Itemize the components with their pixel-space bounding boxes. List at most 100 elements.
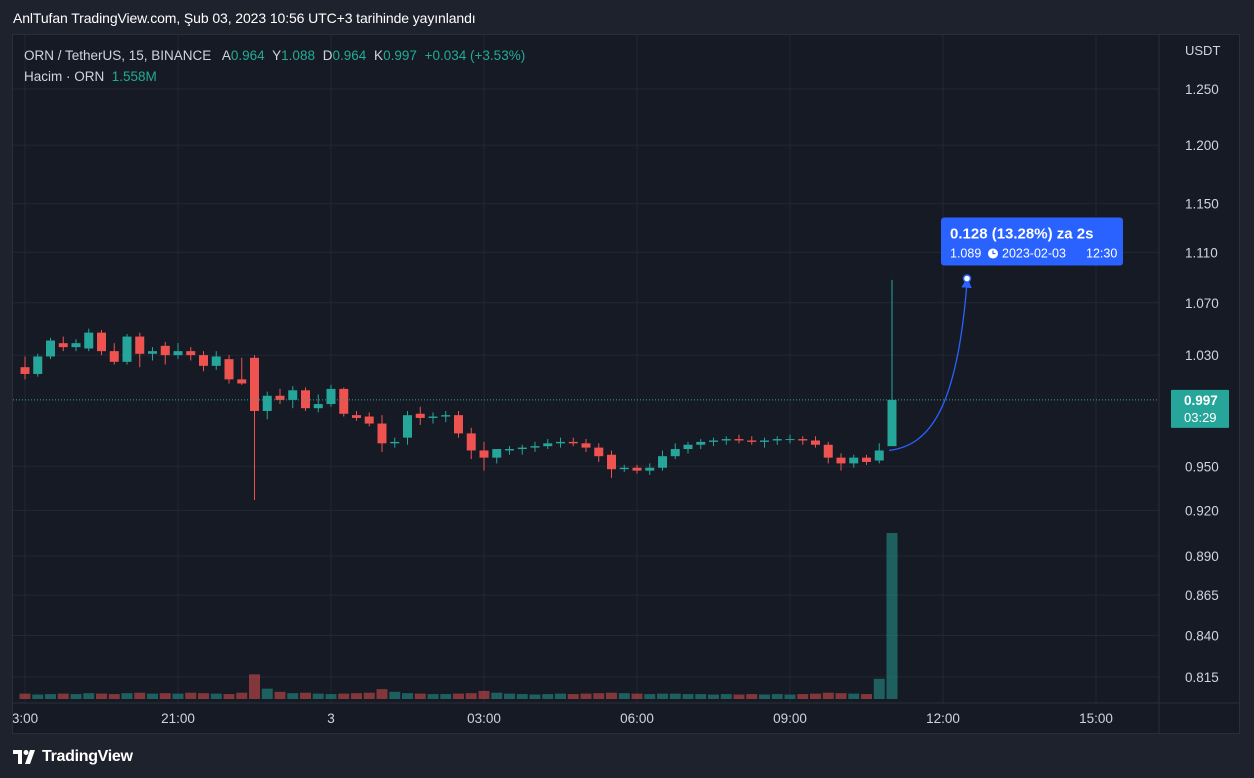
candle[interactable] bbox=[670, 443, 680, 460]
candle[interactable] bbox=[441, 410, 451, 423]
candle[interactable] bbox=[619, 464, 629, 473]
candle[interactable] bbox=[109, 343, 119, 365]
candle[interactable] bbox=[543, 439, 553, 450]
volume-bar bbox=[223, 694, 235, 699]
legend-symbol[interactable]: ORN / TetherUS, 15, BINANCE bbox=[24, 48, 212, 63]
candle[interactable] bbox=[517, 444, 527, 455]
candle[interactable] bbox=[326, 384, 336, 407]
candle[interactable] bbox=[415, 406, 425, 425]
candle[interactable] bbox=[721, 436, 731, 445]
tradingview-logo[interactable]: TradingView bbox=[13, 746, 133, 768]
measure-label-box[interactable]: 0.128 (13.28%) za 2s 1.089 2023-02-03 12:30 bbox=[941, 217, 1123, 266]
volume-bar bbox=[287, 693, 299, 699]
candle[interactable] bbox=[556, 437, 565, 448]
candle[interactable] bbox=[403, 410, 412, 445]
projection-arrow[interactable] bbox=[888, 277, 972, 452]
candle[interactable] bbox=[479, 441, 489, 471]
time-tick-label: 03:00 bbox=[467, 711, 501, 726]
candle[interactable] bbox=[836, 453, 846, 471]
candle[interactable] bbox=[530, 441, 540, 452]
candle[interactable] bbox=[364, 412, 374, 427]
candle[interactable] bbox=[211, 351, 221, 370]
candle[interactable] bbox=[581, 439, 591, 452]
volume-bar bbox=[402, 693, 413, 699]
candle[interactable] bbox=[874, 443, 884, 464]
candle[interactable] bbox=[568, 437, 578, 447]
candle[interactable] bbox=[301, 387, 310, 411]
candle[interactable] bbox=[811, 436, 820, 448]
candle[interactable] bbox=[262, 391, 272, 420]
candle[interactable] bbox=[352, 410, 361, 421]
candle[interactable] bbox=[275, 388, 285, 405]
axis-currency[interactable]: USDT bbox=[1185, 43, 1220, 58]
candle[interactable] bbox=[849, 454, 859, 468]
candle[interactable] bbox=[683, 441, 693, 454]
candle[interactable] bbox=[173, 343, 183, 360]
candle[interactable] bbox=[224, 355, 234, 384]
candle[interactable] bbox=[58, 336, 68, 352]
candle[interactable] bbox=[20, 356, 30, 380]
candle[interactable] bbox=[390, 437, 400, 448]
candle[interactable] bbox=[288, 386, 298, 409]
tradingview-logo-icon bbox=[13, 750, 35, 764]
volume-bar bbox=[555, 693, 566, 699]
candle[interactable] bbox=[658, 450, 667, 471]
volume-bar bbox=[338, 693, 350, 699]
volume-bar bbox=[108, 694, 120, 699]
candle[interactable] bbox=[607, 450, 616, 478]
volume-bar bbox=[606, 692, 617, 699]
candle[interactable] bbox=[785, 434, 795, 444]
candle[interactable] bbox=[466, 427, 476, 460]
volume-bar bbox=[810, 693, 821, 699]
candle[interactable] bbox=[760, 437, 769, 448]
candle[interactable] bbox=[454, 410, 463, 438]
candle[interactable] bbox=[798, 436, 808, 445]
candle[interactable] bbox=[772, 436, 782, 445]
candle[interactable] bbox=[594, 443, 604, 462]
candle[interactable] bbox=[186, 347, 196, 361]
candle[interactable] bbox=[505, 446, 514, 455]
candle[interactable] bbox=[122, 333, 132, 365]
candle[interactable] bbox=[696, 439, 706, 450]
candle[interactable] bbox=[747, 436, 757, 445]
candlestick-chart[interactable]: 0.128 (13.28%) za 2s 1.089 2023-02-03 12:30… bbox=[13, 35, 1240, 734]
legend-volume-label[interactable]: Hacim · ORN bbox=[24, 69, 105, 84]
volume-bar bbox=[453, 693, 464, 699]
candle[interactable] bbox=[339, 387, 349, 417]
candle[interactable] bbox=[250, 355, 259, 500]
volume-bar bbox=[516, 694, 528, 699]
volume-bar bbox=[414, 693, 426, 699]
candle[interactable] bbox=[46, 337, 55, 360]
volume-bar bbox=[134, 692, 146, 699]
volume-bar bbox=[580, 693, 592, 699]
candle[interactable] bbox=[135, 332, 145, 368]
volume-bar bbox=[198, 693, 209, 699]
candle[interactable] bbox=[313, 394, 323, 413]
candle[interactable] bbox=[823, 441, 833, 464]
candle[interactable] bbox=[97, 330, 106, 356]
volume-bar bbox=[478, 690, 490, 699]
candle[interactable] bbox=[645, 463, 655, 475]
candle[interactable] bbox=[160, 341, 170, 365]
target-point[interactable] bbox=[962, 274, 972, 283]
volume-bar bbox=[427, 694, 439, 699]
candle[interactable] bbox=[428, 412, 438, 424]
candle[interactable] bbox=[887, 279, 897, 447]
candle[interactable] bbox=[148, 347, 157, 361]
candle[interactable] bbox=[862, 454, 871, 465]
candle[interactable] bbox=[71, 339, 81, 352]
candle[interactable] bbox=[33, 353, 43, 377]
candle[interactable] bbox=[84, 328, 94, 352]
chart-pane[interactable]: 0.128 (13.28%) za 2s 1.089 2023-02-03 12:30… bbox=[12, 34, 1240, 734]
candle[interactable] bbox=[199, 351, 208, 372]
candle[interactable] bbox=[734, 434, 744, 444]
candle[interactable] bbox=[709, 437, 718, 447]
candle[interactable] bbox=[492, 449, 502, 464]
price-tick-label: 1.030 bbox=[1185, 348, 1219, 363]
time-tick-label: 09:00 bbox=[773, 711, 807, 726]
candle[interactable] bbox=[237, 357, 247, 385]
candle[interactable] bbox=[377, 415, 387, 452]
volume-bar bbox=[96, 693, 107, 699]
candle[interactable] bbox=[632, 464, 642, 474]
volume-bar bbox=[708, 694, 719, 699]
